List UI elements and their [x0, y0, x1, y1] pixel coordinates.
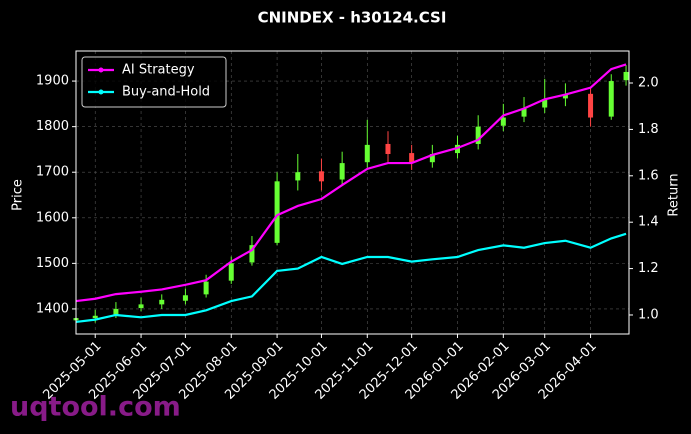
candle-body [92, 315, 98, 319]
candle-body [521, 108, 527, 117]
y-tick-label: 1800 [36, 119, 69, 134]
y2-tick-label: 1.2 [638, 261, 659, 276]
candle-body [608, 81, 614, 117]
y2-tick-label: 1.0 [638, 307, 659, 322]
legend-label: Buy-and-Hold [122, 85, 210, 100]
legend-box [81, 56, 227, 108]
candle-body [588, 93, 594, 118]
plot-frame [75, 50, 630, 335]
candle-body [203, 281, 209, 295]
candle-body [429, 153, 435, 163]
candle-body [409, 153, 415, 164]
chart-title: CNINDEX - h30124.CSI [258, 9, 447, 27]
y2-tick-label: 1.6 [638, 168, 659, 183]
legend-marker [98, 89, 104, 95]
y2-tick-label: 1.8 [638, 122, 659, 137]
y-axis-label: Price [11, 179, 26, 211]
candle-body [182, 295, 188, 301]
candle-body [339, 163, 345, 180]
candle-body [623, 71, 629, 81]
legend-marker [98, 67, 104, 73]
candle-body [318, 171, 324, 182]
y-tick-label: 1500 [36, 256, 69, 271]
series-line [75, 63, 627, 303]
y-tick-label: 1700 [36, 165, 69, 180]
legend-label: AI Strategy [122, 63, 195, 78]
y2-tick-label: 1.4 [638, 215, 659, 230]
candle-body [364, 144, 370, 163]
candle-body [295, 172, 301, 181]
candle-body [228, 263, 234, 281]
y-tick-label: 1600 [36, 210, 69, 225]
candle-body [385, 143, 391, 154]
candle-body [249, 245, 255, 263]
y2-axis-label: Return [667, 173, 682, 216]
candle-body [113, 308, 119, 315]
y2-tick-label: 2.0 [638, 76, 659, 91]
candle-body [138, 304, 144, 309]
candle-body [500, 117, 506, 126]
y-tick-label: 1900 [36, 74, 69, 89]
candle-body [159, 299, 165, 305]
candle-body [562, 94, 568, 99]
series-line [75, 232, 627, 324]
legend: AI Strategy Buy-and-Hold [81, 56, 227, 108]
candle-body [542, 99, 548, 108]
y-tick-label: 1400 [36, 301, 69, 316]
candle-body [274, 181, 280, 243]
candle-body [475, 126, 481, 144]
watermark: uqtool.com [10, 392, 181, 423]
